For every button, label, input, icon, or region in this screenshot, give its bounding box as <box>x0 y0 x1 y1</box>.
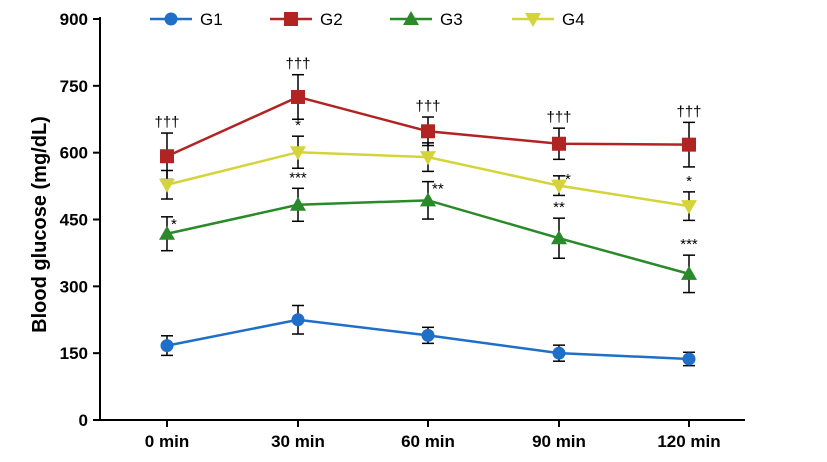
y-axis-ticks: 0 150 300 450 600 750 900 <box>60 10 100 430</box>
series-layer: †††††††††††† †††************* * <box>154 56 702 367</box>
data-point <box>681 200 697 215</box>
significance-mark: * <box>171 216 177 233</box>
x-tick-label: 120 min <box>657 432 720 451</box>
data-point <box>551 179 567 194</box>
data-point <box>290 146 306 161</box>
significance-mark: * <box>565 171 571 188</box>
y-axis-title: Blood glucose (mg/dL) <box>29 116 51 333</box>
y-tick-label: 450 <box>60 211 88 230</box>
legend-label: G1 <box>200 10 223 29</box>
legend-marker <box>284 12 298 26</box>
x-axis-ticks: 0 min 30 min 60 min 90 min 120 min <box>145 420 721 451</box>
data-point <box>159 225 175 240</box>
y-tick-label: 150 <box>60 344 88 363</box>
data-point <box>159 178 175 193</box>
data-point <box>681 265 697 280</box>
series-g2 <box>160 73 696 181</box>
legend-label: G3 <box>440 10 463 29</box>
y-tick-label: 600 <box>60 144 88 163</box>
x-tick-label: 90 min <box>532 432 586 451</box>
significance-mark: *** <box>289 169 307 186</box>
y-tick-label: 900 <box>60 10 88 29</box>
legend-item-g3: G3 <box>390 10 463 29</box>
legend-item-g2: G2 <box>270 10 343 29</box>
significance-mark: ††† <box>676 103 701 120</box>
legend-marker <box>525 13 541 27</box>
data-point <box>551 230 567 245</box>
series-g1 <box>160 304 696 367</box>
data-point <box>291 313 305 327</box>
significance-mark: *** <box>680 236 698 253</box>
y-tick-label: 0 <box>79 411 88 430</box>
x-tick-label: 60 min <box>401 432 455 451</box>
y-tick-label: 750 <box>60 77 88 96</box>
legend: G1 G2 G3 G4 <box>150 10 585 29</box>
data-point <box>290 196 306 211</box>
data-point <box>552 346 566 360</box>
data-point <box>291 89 305 104</box>
significance-mark: ††† <box>154 114 179 131</box>
series-g4 <box>159 135 697 222</box>
x-tick-label: 0 min <box>145 432 189 451</box>
significance-mark: ††† <box>546 109 571 126</box>
legend-item-g1: G1 <box>150 10 223 29</box>
data-point <box>682 352 696 366</box>
legend-label: G4 <box>562 10 585 29</box>
legend-label: G2 <box>320 10 343 29</box>
data-point <box>420 151 436 166</box>
significance-mark: ** <box>432 181 444 198</box>
series-g3 <box>159 180 697 294</box>
data-point <box>552 136 566 151</box>
data-point <box>421 328 435 342</box>
data-point <box>682 137 696 152</box>
data-point <box>160 149 174 164</box>
significance-mark: ††† <box>285 56 310 73</box>
significance-mark: * <box>686 173 692 190</box>
data-point <box>421 124 435 139</box>
significance-mark: ††† <box>415 98 440 115</box>
x-tick-label: 30 min <box>271 432 325 451</box>
y-tick-label: 300 <box>60 277 88 296</box>
data-point <box>420 192 436 207</box>
significance-mark: ** <box>553 199 565 216</box>
significance-mark: * <box>295 117 301 134</box>
legend-marker <box>164 12 178 26</box>
legend-marker <box>403 11 419 25</box>
legend-item-g4: G4 <box>512 10 585 29</box>
data-point <box>160 339 174 353</box>
